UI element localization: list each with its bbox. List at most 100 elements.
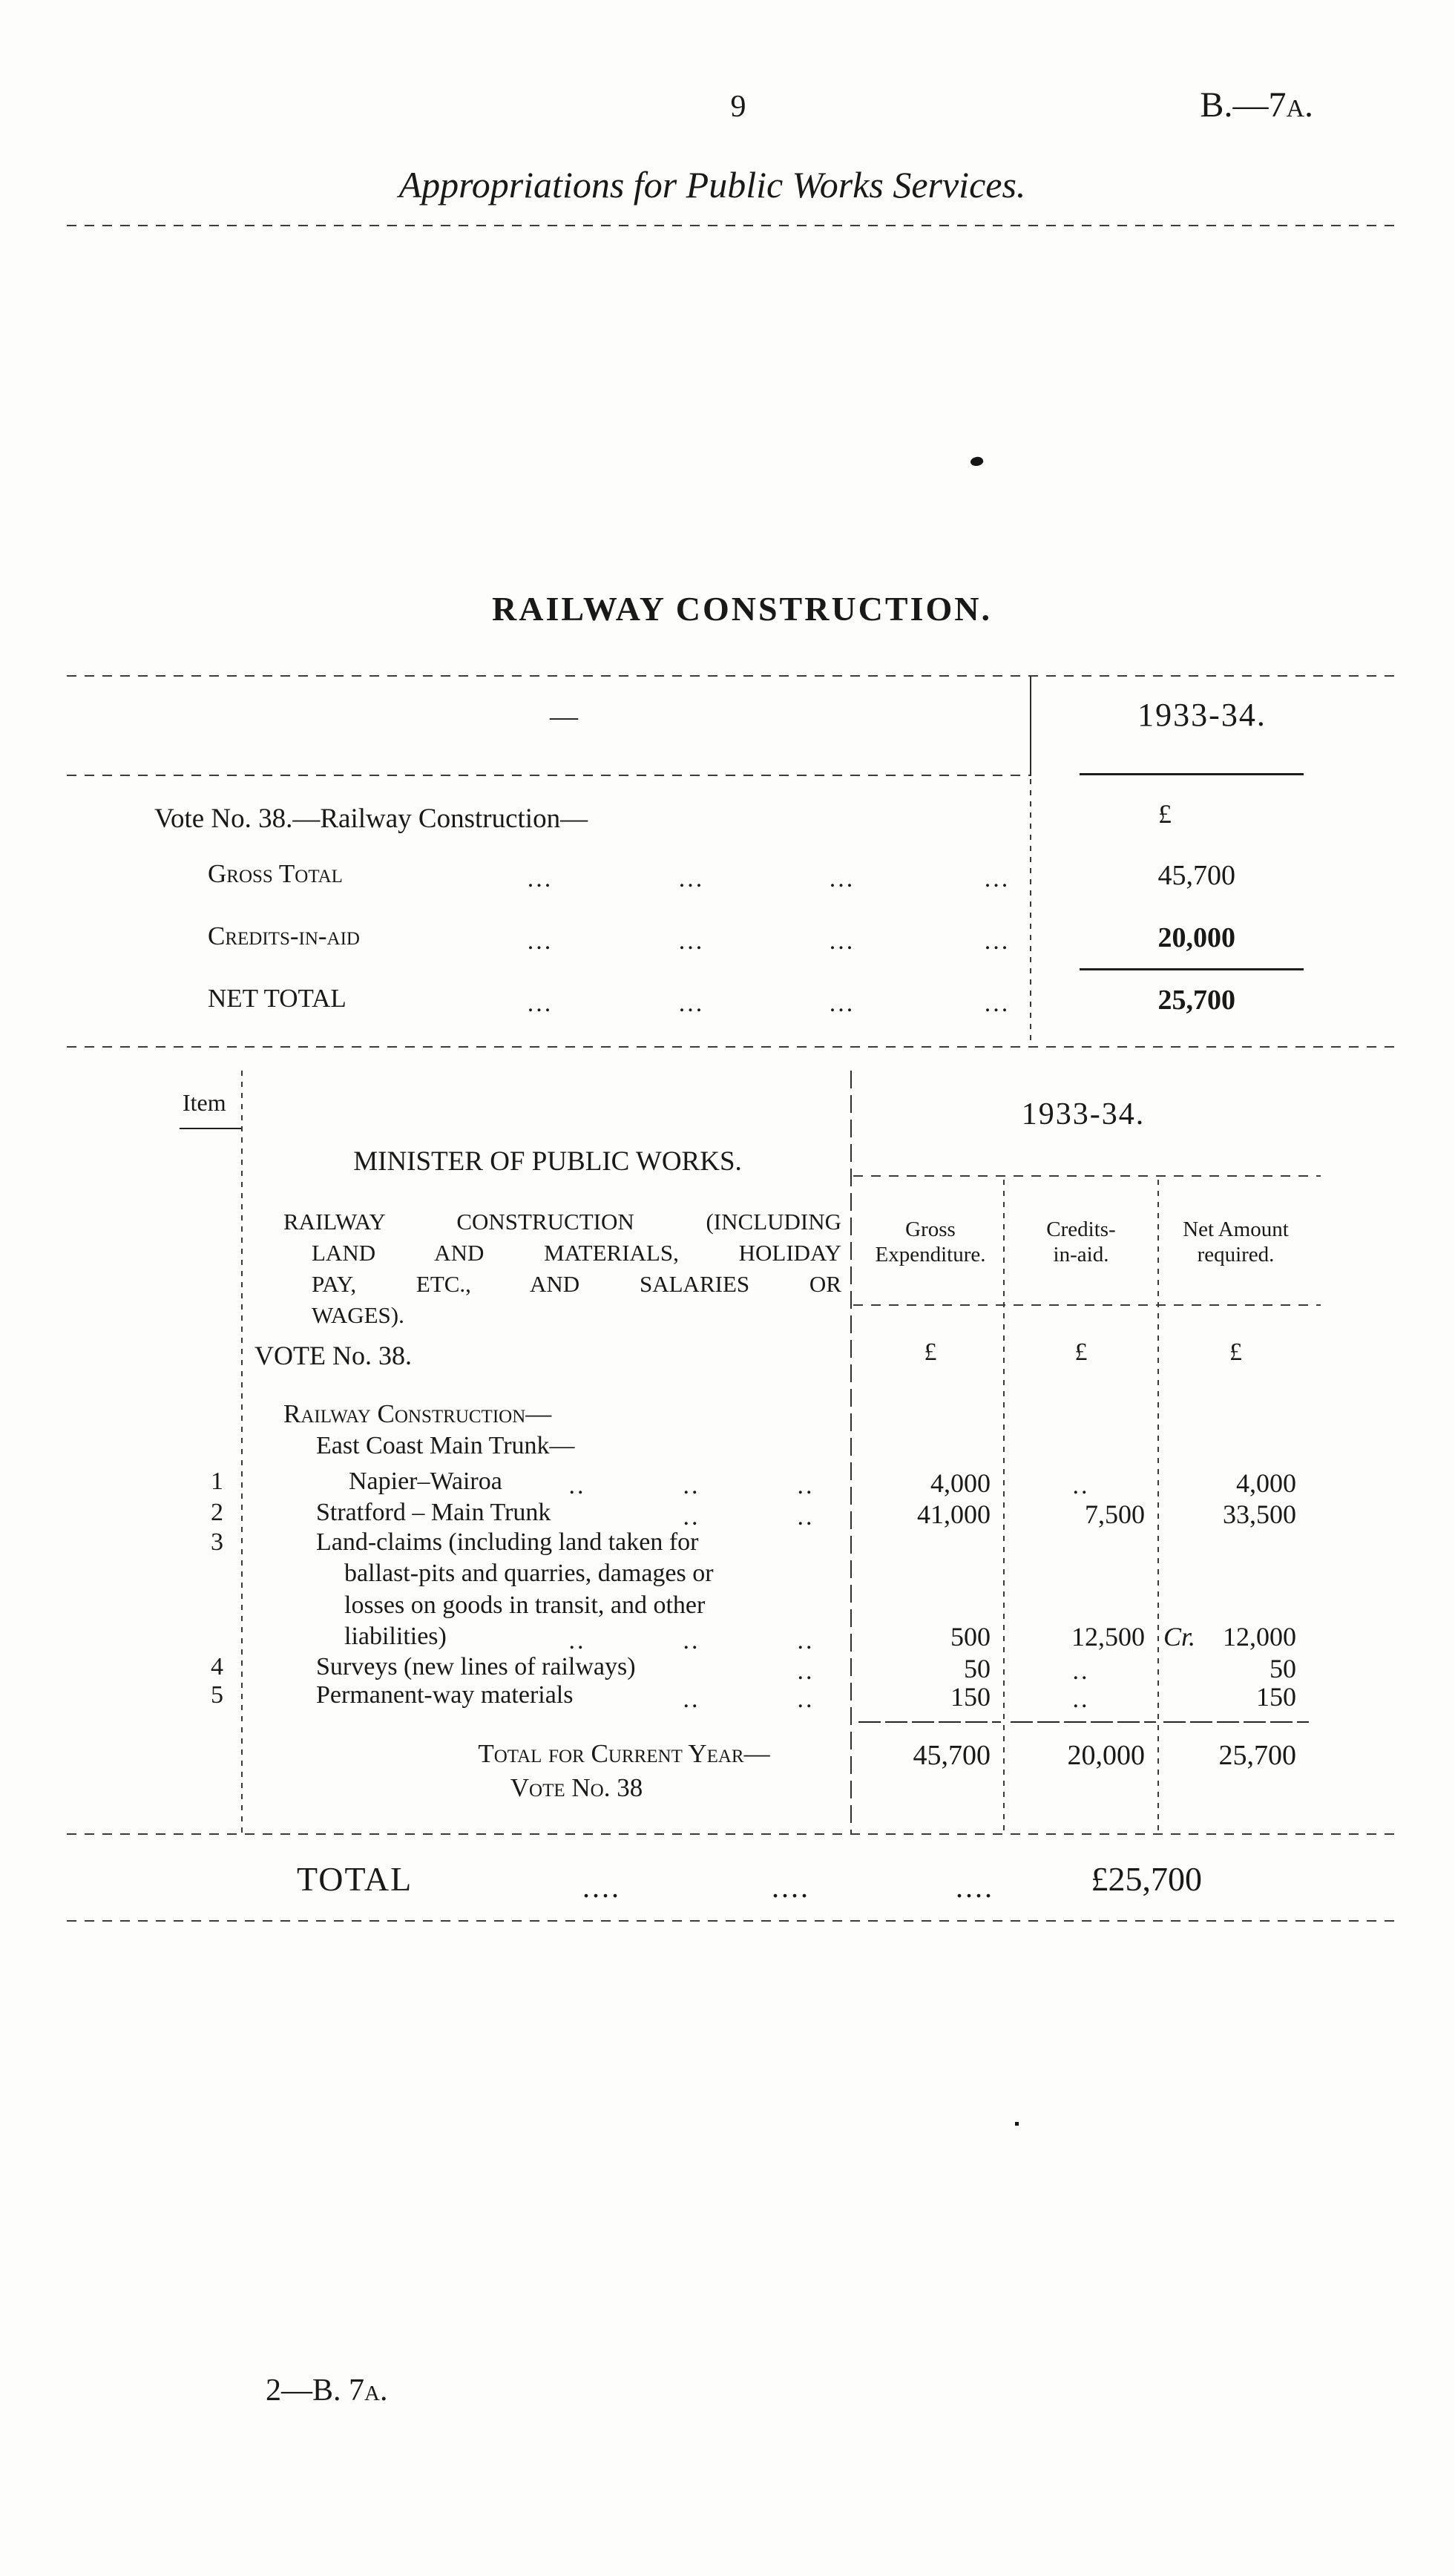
net-cell: 33,500 bbox=[1223, 1499, 1296, 1529]
summary-subtotal-rule bbox=[1080, 968, 1304, 970]
dot-leader: ... bbox=[984, 865, 1011, 893]
currency-net: £ bbox=[1229, 1338, 1242, 1366]
detail-year-header: 1933-34. bbox=[1021, 1097, 1146, 1131]
report-code: B.—7a. bbox=[1200, 85, 1313, 125]
gross-cell: 50 bbox=[964, 1654, 991, 1683]
footer-signature: 2—B. 7a. bbox=[266, 2373, 388, 2408]
currency-credits: £ bbox=[1074, 1338, 1088, 1366]
detail-main-divider bbox=[850, 1071, 852, 1835]
item-number: 4 bbox=[211, 1653, 223, 1680]
net-total-rule bbox=[1163, 1721, 1309, 1723]
gross-total-cell: 45,700 bbox=[913, 1740, 991, 1771]
vote-description: RAILWAY CONSTRUCTION (INCLUDING LAND AND… bbox=[283, 1206, 841, 1331]
item-label: Stratford – Main Trunk bbox=[316, 1499, 551, 1526]
dot-leader: .. bbox=[568, 1472, 586, 1499]
row-value: 20,000 bbox=[1157, 922, 1236, 953]
grand-total-bottom-rule bbox=[67, 1920, 1399, 1922]
summary-table-bottom-rule bbox=[67, 1046, 1399, 1048]
description-line: LAND AND MATERIALS, HOLIDAY bbox=[312, 1240, 841, 1266]
dot-leader: .. bbox=[797, 1503, 815, 1531]
credits-net-divider bbox=[1157, 1180, 1159, 1835]
column-header-line: Expenditure. bbox=[875, 1243, 986, 1266]
dot-leader: ... bbox=[678, 990, 705, 1017]
group-heading: Railway Construction— bbox=[283, 1399, 552, 1428]
table-row-item-2: 2 Stratford – Main Trunk .. .. 41,000 7,… bbox=[0, 1499, 1455, 1540]
dot-leader: .. bbox=[797, 1627, 815, 1655]
dot-leader: ... bbox=[678, 865, 705, 893]
dot-leader: .. bbox=[797, 1686, 815, 1713]
credits-cell: 12,500 bbox=[1071, 1622, 1145, 1652]
gross-cell: 41,000 bbox=[917, 1499, 991, 1529]
dot-leader: .. bbox=[683, 1472, 700, 1499]
credits-cell: .. bbox=[1072, 1686, 1090, 1713]
item-number: 1 bbox=[211, 1468, 223, 1495]
ministry-heading: MINISTER OF PUBLIC WORKS. bbox=[353, 1146, 742, 1177]
row-value: 45,700 bbox=[1157, 860, 1236, 891]
net-cell: 50 bbox=[1270, 1654, 1296, 1683]
credits-cell: .. bbox=[1072, 1472, 1090, 1499]
dot-leader: ... bbox=[829, 990, 855, 1017]
grand-total-label: TOTAL bbox=[297, 1860, 413, 1898]
description-line: PAY, ETC., AND SALARIES OR bbox=[312, 1271, 841, 1297]
dot-leader: ... bbox=[984, 927, 1011, 955]
item-label: Permanent-way materials bbox=[316, 1681, 574, 1709]
net-cell: 4,000 bbox=[1236, 1468, 1296, 1498]
credits-cell: 7,500 bbox=[1085, 1499, 1145, 1529]
item-number: 3 bbox=[211, 1528, 223, 1556]
net-cell-credit-prefix: Cr. bbox=[1163, 1622, 1196, 1652]
dot-leader: .. bbox=[568, 1627, 586, 1655]
column-header-line: required. bbox=[1197, 1243, 1275, 1266]
dot-leader: .. bbox=[683, 1686, 700, 1713]
item-label: Surveys (new lines of railways) bbox=[316, 1653, 636, 1680]
row-label: NET TOTAL bbox=[208, 984, 346, 1013]
detail-table-bottom-rule bbox=[67, 1833, 1399, 1835]
table-row-item-5: 5 Permanent-way materials .. .. 150 .. 1… bbox=[0, 1681, 1455, 1723]
dot-leader: ... bbox=[829, 927, 855, 955]
credits-total-cell: 20,000 bbox=[1067, 1740, 1146, 1771]
net-cell: 150 bbox=[1256, 1682, 1296, 1712]
dot-leader: .... bbox=[582, 1870, 621, 1904]
item-label: Napier–Wairoa bbox=[349, 1468, 502, 1495]
gross-total-rule bbox=[858, 1721, 1001, 1723]
column-header-line: Credits- bbox=[1046, 1218, 1116, 1241]
dot-leader: ... bbox=[829, 865, 855, 893]
item-label-line: liabilities) bbox=[344, 1623, 447, 1650]
detail-year-rule bbox=[853, 1175, 1321, 1177]
column-header-line: Gross bbox=[905, 1218, 956, 1241]
summary-table-divider bbox=[1030, 677, 1031, 776]
total-label-line2: Vote No. 38 bbox=[510, 1773, 643, 1802]
item-header-underline bbox=[180, 1128, 242, 1129]
dot-leader: ... bbox=[678, 927, 705, 955]
vote-heading: VOTE No. 38. bbox=[254, 1341, 412, 1370]
summary-currency-symbol: £ bbox=[1158, 799, 1172, 829]
row-value: 25,700 bbox=[1157, 985, 1236, 1016]
item-number: 5 bbox=[211, 1681, 223, 1709]
table-row-item-1: 1 Napier–Wairoa .. .. .. 4,000 .. 4,000 bbox=[0, 1468, 1455, 1509]
summary-table-divider-lower bbox=[1030, 779, 1031, 1046]
item-column-header: Item bbox=[183, 1089, 226, 1116]
dot-leader: ... bbox=[984, 990, 1011, 1017]
summary-row-credits-in-aid: Credits-in-aid ... ... ... ... 20,000 bbox=[0, 921, 1455, 963]
dot-leader: .. bbox=[683, 1627, 700, 1655]
column-header-credits: Credits- in-aid. bbox=[1011, 1217, 1151, 1267]
gross-cell: 500 bbox=[950, 1622, 991, 1652]
summary-blank-header: — bbox=[550, 701, 578, 732]
summary-vote-line: Vote No. 38.—Railway Construction— bbox=[154, 804, 588, 834]
credits-total-rule bbox=[1011, 1721, 1156, 1723]
column-header-gross: Gross Expenditure. bbox=[859, 1217, 1002, 1267]
column-header-line: in-aid. bbox=[1053, 1243, 1109, 1266]
item-label-line: Land-claims (including land taken for bbox=[316, 1528, 699, 1556]
gross-cell: 150 bbox=[950, 1682, 991, 1712]
credits-cell: .. bbox=[1072, 1657, 1090, 1685]
section-heading: RAILWAY CONSTRUCTION. bbox=[492, 590, 992, 628]
ink-speck bbox=[1015, 2122, 1019, 2126]
page-number: 9 bbox=[730, 90, 746, 124]
subgroup-heading: East Coast Main Trunk— bbox=[316, 1432, 575, 1459]
header-rule bbox=[67, 225, 1399, 226]
item-label-line: ballast-pits and quarries, damages or bbox=[344, 1560, 714, 1587]
dot-leader: ... bbox=[527, 927, 554, 955]
dot-leader: .. bbox=[797, 1657, 815, 1685]
grand-total-row: TOTAL .... .... .... £25,700 bbox=[0, 1859, 1455, 1911]
net-total-cell: 25,700 bbox=[1218, 1740, 1297, 1771]
